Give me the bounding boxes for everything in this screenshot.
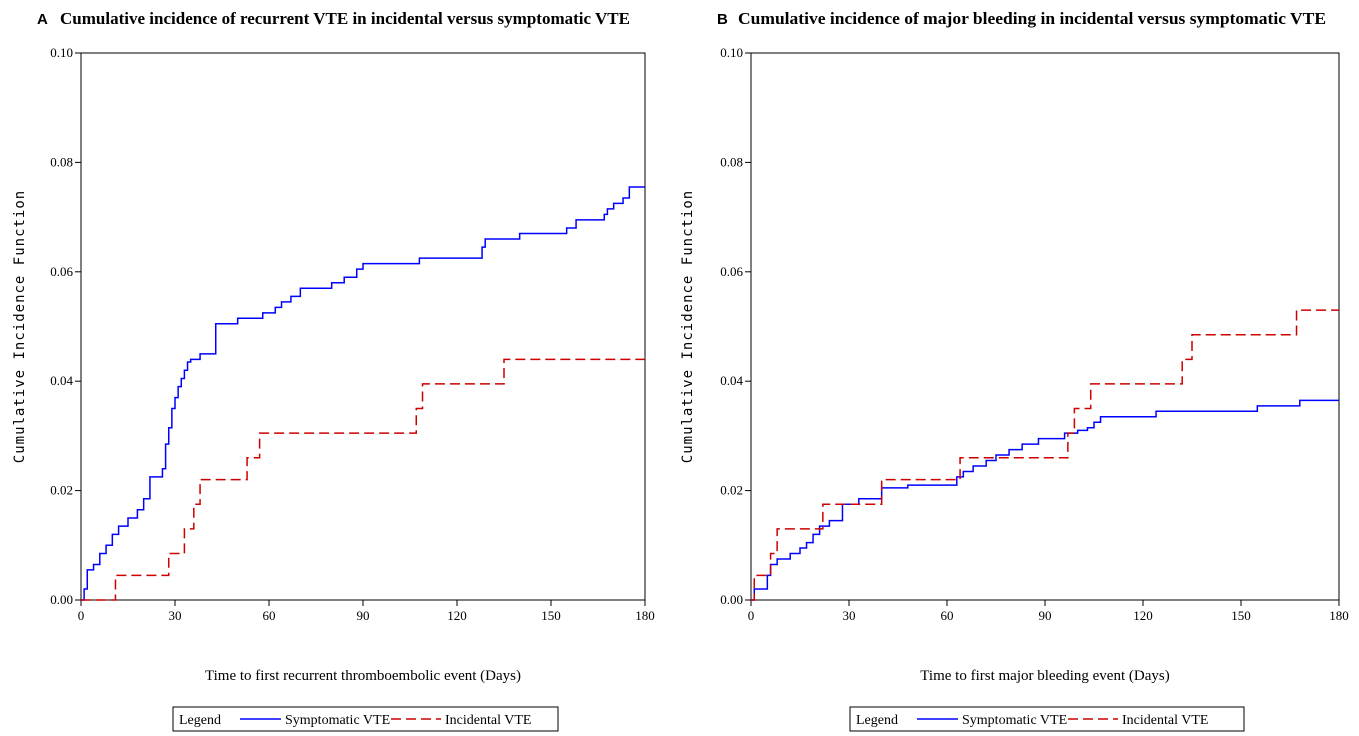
y-tick-label: 0.10 xyxy=(50,45,73,60)
x-tick-label: 90 xyxy=(357,608,370,623)
x-tick-label: 30 xyxy=(843,608,856,623)
x-tick-label: 60 xyxy=(941,608,954,623)
panel-a: A Cumulative incidence of recurrent VTE i… xyxy=(12,9,655,732)
panel-b: B Cumulative incidence of major bleeding … xyxy=(680,9,1349,732)
x-tick-label: 60 xyxy=(263,608,276,623)
y-tick-label: 0.04 xyxy=(50,373,73,388)
x-tick-label: 180 xyxy=(635,608,655,623)
x-tick-label: 150 xyxy=(1231,608,1251,623)
y-tick-label: 0.08 xyxy=(50,154,73,169)
incidental-vte-line xyxy=(81,358,645,601)
x-tick-label: 120 xyxy=(447,608,467,623)
legend-box xyxy=(172,706,559,732)
legend-title: Legend xyxy=(179,713,221,728)
y-tick-label: 0.08 xyxy=(720,154,743,169)
x-tick-label: 150 xyxy=(541,608,561,623)
chart-title: Cumulative incidence of major bleeding i… xyxy=(738,9,1326,28)
x-tick-label: 120 xyxy=(1133,608,1153,623)
y-tick-label: 0.02 xyxy=(720,483,743,498)
chart-title: Cumulative incidence of recurrent VTE in… xyxy=(60,9,630,28)
y-axis-label: Cumulative Incidence Function xyxy=(680,190,696,463)
x-tick-label: 90 xyxy=(1039,608,1052,623)
y-tick-label: 0.02 xyxy=(50,483,73,498)
incidental-vte-line xyxy=(751,309,1339,601)
y-tick-label: 0.06 xyxy=(720,264,743,279)
legend-box xyxy=(849,706,1245,732)
x-tick-label: 30 xyxy=(169,608,182,623)
y-tick-label: 0.04 xyxy=(720,373,743,388)
legend-label-incidental: Incidental VTE xyxy=(445,713,531,728)
x-axis-label: Time to first major bleeding event (Days… xyxy=(920,668,1169,684)
x-tick-label: 180 xyxy=(1329,608,1349,623)
y-tick-label: 0.00 xyxy=(50,592,73,607)
plot-frame xyxy=(750,52,1340,601)
y-axis-label: Cumulative Incidence Function xyxy=(12,190,28,463)
x-axis-label: Time to first recurrent thromboembolic e… xyxy=(205,668,521,684)
legend-label-symptomatic: Symptomatic VTE xyxy=(962,713,1067,728)
plot-frame xyxy=(80,52,646,601)
y-tick-label: 0.00 xyxy=(720,592,743,607)
y-tick-label: 0.06 xyxy=(50,264,73,279)
legend-label-symptomatic: Symptomatic VTE xyxy=(285,713,390,728)
y-tick-label: 0.10 xyxy=(720,45,743,60)
symptomatic-vte-line xyxy=(81,186,645,601)
x-tick-label: 0 xyxy=(748,608,755,623)
symptomatic-vte-line xyxy=(751,399,1339,601)
panel-letter: B xyxy=(717,11,728,28)
panel-letter: A xyxy=(37,11,48,28)
x-tick-label: 0 xyxy=(78,608,85,623)
legend-label-incidental: Incidental VTE xyxy=(1122,713,1208,728)
legend-title: Legend xyxy=(856,713,898,728)
